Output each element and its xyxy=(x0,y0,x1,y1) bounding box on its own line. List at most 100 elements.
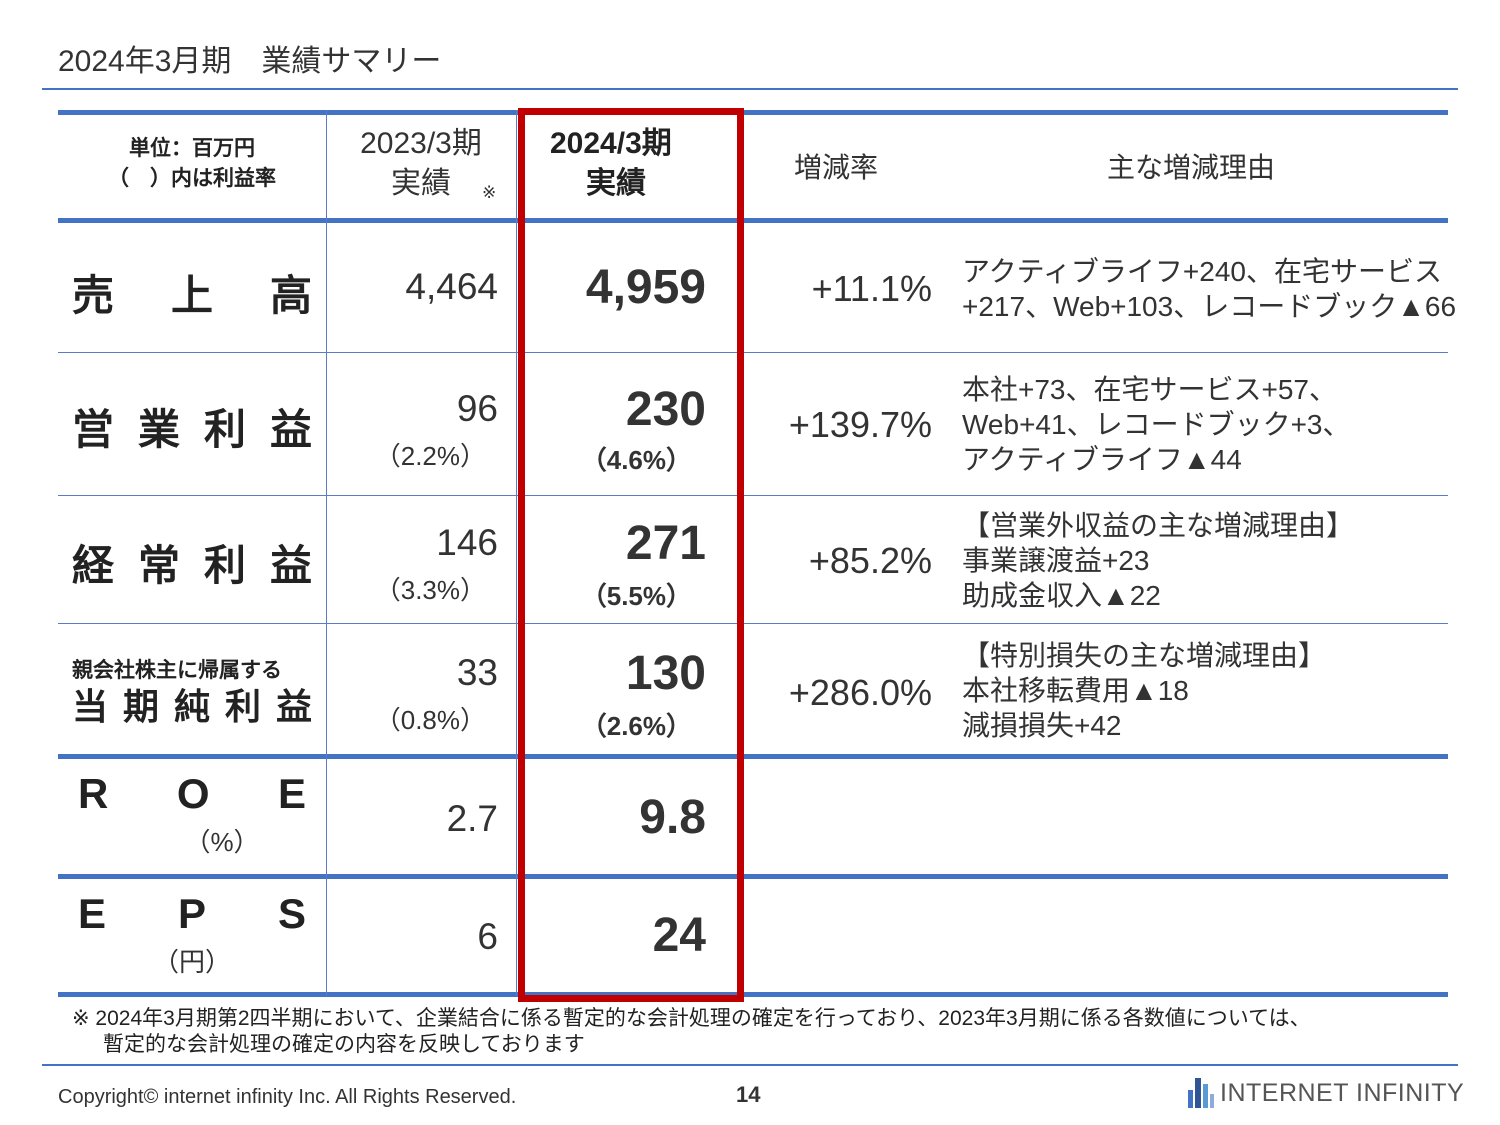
note-mark: ※ xyxy=(482,183,497,202)
label-char: 経 xyxy=(72,542,115,589)
curr-year-header: 2024/3期 実績 xyxy=(516,124,738,204)
label-char: O xyxy=(176,770,210,817)
label-char: S xyxy=(277,890,306,937)
roe-unit-label: （%） xyxy=(184,827,260,857)
building-logo-icon xyxy=(1188,1078,1214,1108)
row-label-eps: E P S xyxy=(72,890,312,938)
footnote-line: 暫定的な会計処理の確定の内容を反映しております xyxy=(103,1033,585,1056)
row-label-ordinary-income: 経 常 利 益 xyxy=(72,532,312,593)
logo-text: INTERNET INFINITY xyxy=(1220,1078,1465,1107)
reason-line: 【営業外収益の主な増減理由】 xyxy=(962,510,1355,541)
operating-income-reason: 本社+73、在宅サービス+57、 Web+41、レコードブック+3、 アクティブ… xyxy=(962,372,1448,477)
reason-line: 本社+73、在宅サービス+57、 xyxy=(962,374,1337,405)
sales-reason: アクティブライフ+240、在宅サービス +217、Web+103、レコードブック… xyxy=(962,254,1457,324)
prev-year-label: 2023/3期 xyxy=(360,127,482,160)
reason-line: 事業譲渡益+23 xyxy=(962,545,1150,576)
ordinary-income-change-rate: +85.2% xyxy=(808,540,932,581)
label-char: P xyxy=(177,890,206,937)
row-divider-thick xyxy=(58,874,1448,879)
label-char: 業 xyxy=(137,406,180,453)
current-year-highlight-box xyxy=(518,108,744,1002)
row-label-operating-income: 営 業 利 益 xyxy=(72,396,312,457)
reason-line: Web+41、レコードブック+3、 xyxy=(962,409,1351,440)
reason-line: 減損損失+42 xyxy=(962,710,1122,741)
prev-net-income-value: 33 xyxy=(456,652,498,693)
header-bottom-rule xyxy=(58,218,1448,223)
label-char: E xyxy=(78,890,107,937)
curr-eps-value: 24 xyxy=(652,909,706,962)
label-char: E xyxy=(277,770,306,817)
footnote: ※ 2024年3月期第2四半期において、企業結合に係る暫定的な会計処理の確定を行… xyxy=(72,1006,1311,1058)
table-top-rule xyxy=(58,110,1448,115)
column-divider xyxy=(516,110,517,996)
row-divider-thick xyxy=(58,754,1448,759)
prev-actual-label: 実績 xyxy=(391,167,451,200)
curr-operating-margin: （4.6%） xyxy=(580,445,692,475)
curr-sales-value: 4,959 xyxy=(585,261,706,314)
footnote-line: ※ 2024年3月期第2四半期において、企業結合に係る暫定的な会計処理の確定を行… xyxy=(72,1007,1311,1030)
label-char: 期 xyxy=(122,686,159,727)
ordinary-income-reason: 【営業外収益の主な増減理由】 事業譲渡益+23 助成金収入▲22 xyxy=(962,508,1448,613)
curr-net-income-value: 130 xyxy=(625,647,706,700)
net-income-reason: 【特別損失の主な増減理由】 本社移転費用▲18 減損損失+42 xyxy=(962,638,1448,743)
row-divider xyxy=(58,352,1448,353)
label-char: 当 xyxy=(72,686,109,727)
reason-header: 主な増減理由 xyxy=(1106,152,1275,183)
prev-sales-value: 4,464 xyxy=(405,266,498,307)
prev-net-margin: （0.8%） xyxy=(374,705,486,735)
curr-operating-income-value: 230 xyxy=(625,383,706,436)
reason-line: 助成金収入▲22 xyxy=(962,580,1161,611)
label-char: 営 xyxy=(72,406,115,453)
label-char: R xyxy=(78,770,109,817)
change-rate-header: 増減率 xyxy=(793,152,878,183)
reason-line: アクティブライフ+240、在宅サービス xyxy=(962,256,1442,287)
title-divider xyxy=(42,88,1458,90)
prev-ordinary-margin: （3.3%） xyxy=(374,575,486,605)
label-char: 益 xyxy=(275,686,312,727)
curr-year-label: 2024/3期 xyxy=(550,127,672,160)
label-char: 益 xyxy=(269,406,312,453)
prev-operating-income-value: 96 xyxy=(456,388,498,429)
table-bottom-rule xyxy=(58,992,1448,997)
column-divider xyxy=(326,110,327,996)
page-number: 14 xyxy=(736,1082,761,1107)
label-char: 上 xyxy=(170,272,213,319)
label-char: 利 xyxy=(203,542,246,589)
prev-year-header: 2023/3期 実績 xyxy=(326,124,516,204)
company-logo: INTERNET INFINITY xyxy=(1186,1074,1464,1112)
unit-header: 単位：百万円 （ ）内は利益率 xyxy=(58,134,326,194)
row-label-roe: R O E xyxy=(72,770,312,818)
sales-change-rate: +11.1% xyxy=(811,268,932,309)
label-char: 利 xyxy=(203,406,246,453)
label-char: 利 xyxy=(224,686,261,727)
row-label-net-income-prefix: 親会社株主に帰属する xyxy=(72,659,282,682)
footer-divider xyxy=(42,1064,1458,1066)
label-char: 売 xyxy=(72,272,115,319)
net-income-change-rate: +286.0% xyxy=(788,672,932,713)
curr-ordinary-income-value: 271 xyxy=(625,517,706,570)
prev-operating-margin: （2.2%） xyxy=(374,441,486,471)
label-char: 常 xyxy=(137,542,180,589)
prev-eps-value: 6 xyxy=(477,916,498,957)
curr-ordinary-margin: （5.5%） xyxy=(580,581,692,611)
copyright-text: Copyright© internet infinity Inc. All Ri… xyxy=(58,1086,517,1108)
summary-table: 単位：百万円 （ ）内は利益率 2023/3期 実績 ※ 2024/3期 実績 … xyxy=(58,110,1457,997)
row-label-net-income: 当 期 純 利 益 xyxy=(72,678,312,730)
prev-ordinary-income-value: 146 xyxy=(436,522,498,563)
reason-line: 【特別損失の主な増減理由】 xyxy=(962,640,1327,671)
label-char: 益 xyxy=(269,542,312,589)
row-divider xyxy=(58,495,1448,496)
row-divider xyxy=(58,623,1448,624)
label-char: 純 xyxy=(173,686,210,727)
reason-line: アクティブライフ▲44 xyxy=(962,444,1242,475)
ratio-note-label: （ ）内は利益率 xyxy=(108,167,276,190)
curr-actual-label: 実績 xyxy=(586,167,646,200)
row-label-sales: 売 上 高 xyxy=(72,262,312,323)
eps-unit-label: （円） xyxy=(152,947,231,977)
reason-line: +217、Web+103、レコードブック▲66 xyxy=(962,291,1457,322)
page-title: 2024年3月期 業績サマリー xyxy=(58,45,442,78)
prev-roe-value: 2.7 xyxy=(446,798,498,839)
curr-roe-value: 9.8 xyxy=(639,791,706,844)
unit-label: 単位：百万円 xyxy=(129,137,255,160)
reason-line: 本社移転費用▲18 xyxy=(962,675,1189,706)
